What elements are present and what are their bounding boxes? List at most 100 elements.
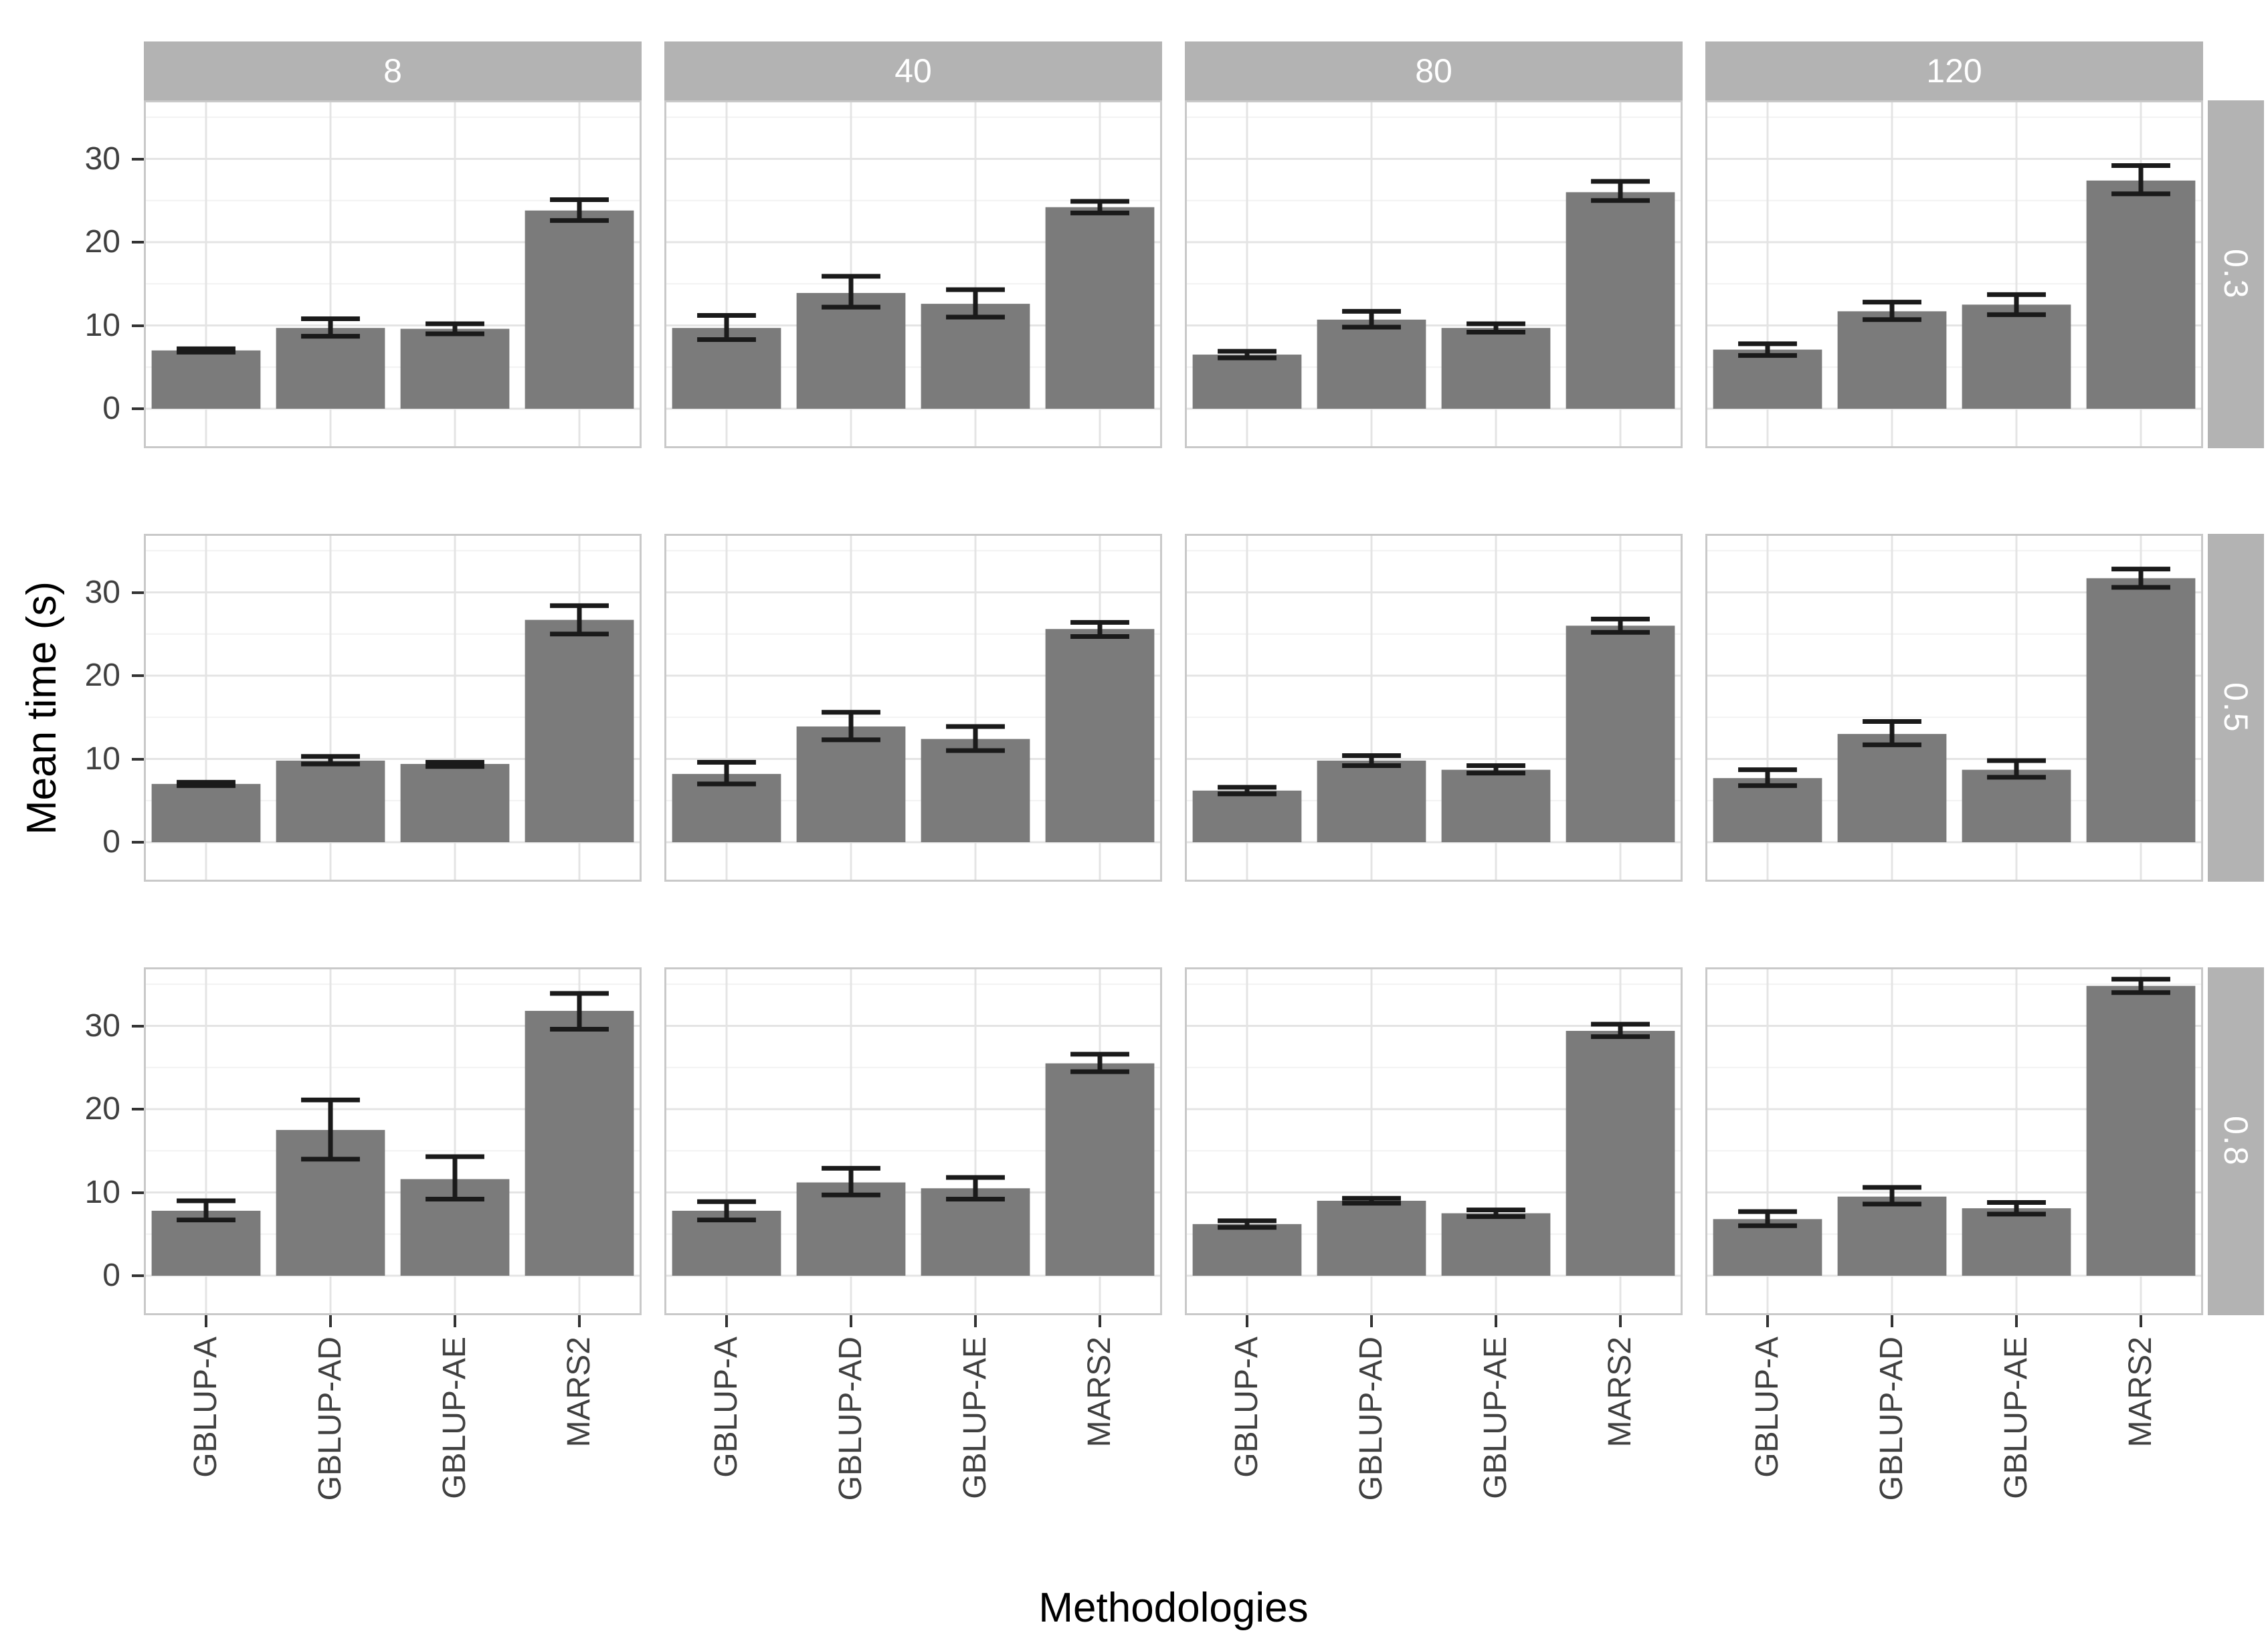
bar-GBLUP-AE (1441, 328, 1551, 409)
bar-MARS2 (1566, 192, 1675, 409)
x-tick-label-GBLUP-A: GBLUP-A (708, 1337, 744, 1478)
x-tick-mark (329, 1315, 332, 1327)
panel-border (664, 100, 1162, 448)
panel-0.5-8 (144, 534, 642, 882)
x-tick-mark (725, 1315, 728, 1327)
bar-GBLUP-A (1192, 790, 1302, 842)
panel-0.8-8 (144, 967, 642, 1315)
x-tick-label-MARS2: MARS2 (561, 1337, 597, 1448)
facet-col-strip-80: 80 (1185, 41, 1683, 100)
x-tick-mark (850, 1315, 852, 1327)
x-tick-label-MARS2: MARS2 (2123, 1337, 2158, 1448)
y-tick-mark (132, 674, 144, 677)
bar-GBLUP-AD (1837, 1196, 1947, 1276)
panel-border (144, 100, 642, 448)
bar-MARS2 (1045, 629, 1155, 842)
x-tick-mark (1495, 1315, 1497, 1327)
x-tick-mark (1099, 1315, 1101, 1327)
x-tick-label-MARS2: MARS2 (1082, 1337, 1117, 1448)
y-tick-label-0: 0 (102, 1258, 120, 1293)
x-tick-mark (1766, 1315, 1769, 1327)
panel-border (1185, 967, 1683, 1315)
x-tick-label-GBLUP-A: GBLUP-A (1750, 1337, 1785, 1478)
bar-MARS2 (1045, 1063, 1155, 1276)
panel-border (664, 967, 1162, 1315)
y-tick-mark (132, 241, 144, 244)
x-tick-label-GBLUP-AE: GBLUP-AE (437, 1337, 472, 1499)
bar-GBLUP-A (1713, 349, 1822, 409)
bar-GBLUP-A (1713, 778, 1822, 842)
y-tick-label-0: 0 (102, 824, 120, 860)
bar-MARS2 (1045, 207, 1155, 409)
y-axis-title-container: Mean time (s) (15, 100, 68, 1315)
panel-0.3-80 (1185, 100, 1683, 448)
y-tick-mark (132, 591, 144, 594)
bar-MARS2 (525, 210, 634, 409)
bar-GBLUP-A (1713, 1219, 1822, 1276)
x-tick-label-MARS2: MARS2 (1602, 1337, 1638, 1448)
bar-MARS2 (2086, 578, 2196, 842)
x-tick-mark (2015, 1315, 2018, 1327)
panel-0.8-120 (1705, 967, 2203, 1315)
panel-0.3-8 (144, 100, 642, 448)
x-tick-mark (454, 1315, 456, 1327)
y-tick-mark (132, 324, 144, 327)
bar-GBLUP-AE (1962, 1208, 2071, 1276)
bar-GBLUP-AD (1837, 311, 1947, 409)
bar-GBLUP-AD (276, 328, 385, 409)
bar-GBLUP-AE (1962, 769, 2071, 842)
x-tick-mark (205, 1315, 207, 1327)
facet-row-strip-label: 0.3 (2217, 249, 2255, 300)
facet-row-strip-0.8: 0.8 (2208, 967, 2264, 1315)
facet-row-strip-label: 0.8 (2217, 1116, 2255, 1167)
panel-border (664, 534, 1162, 882)
bar-MARS2 (2086, 985, 2196, 1276)
x-tick-label-GBLUP-A: GBLUP-A (1229, 1337, 1264, 1478)
x-tick-mark (1891, 1315, 1893, 1327)
y-tick-label-30: 30 (84, 1007, 120, 1044)
bar-GBLUP-AE (1441, 769, 1551, 842)
bar-GBLUP-AD (796, 726, 906, 842)
bar-MARS2 (2086, 180, 2196, 409)
x-tick-mark (578, 1315, 581, 1327)
bar-GBLUP-AD (1317, 760, 1426, 842)
y-tick-mark (132, 1274, 144, 1277)
panel-border (1705, 534, 2203, 882)
y-tick-mark (132, 841, 144, 844)
bar-GBLUP-A (1192, 1224, 1302, 1276)
y-tick-label-0: 0 (102, 391, 120, 426)
bar-GBLUP-AE (400, 328, 510, 409)
facet-row-strip-0.5: 0.5 (2208, 534, 2264, 882)
y-tick-label-10: 10 (84, 1174, 120, 1210)
bar-MARS2 (525, 1011, 634, 1276)
y-tick-label-20: 20 (84, 1091, 120, 1127)
panel-0.3-40 (664, 100, 1162, 448)
panel-0.8-80 (1185, 967, 1683, 1315)
x-axis-title: Methodologies (1038, 1585, 1309, 1631)
panel-0.5-80 (1185, 534, 1683, 882)
bar-GBLUP-AE (400, 763, 510, 842)
x-tick-mark (974, 1315, 977, 1327)
y-tick-mark (132, 157, 144, 161)
x-tick-label-GBLUP-AE: GBLUP-AE (1478, 1337, 1513, 1499)
y-tick-mark (132, 757, 144, 761)
y-tick-label-10: 10 (84, 307, 120, 343)
bar-GBLUP-AD (796, 1182, 906, 1276)
y-tick-mark (132, 1024, 144, 1028)
bar-GBLUP-AE (921, 304, 1030, 409)
panel-border (1705, 967, 2203, 1315)
y-tick-label-20: 20 (84, 658, 120, 693)
x-tick-mark (1619, 1315, 1622, 1327)
panel-border (144, 534, 642, 882)
facet-row-strip-label: 0.5 (2217, 682, 2255, 733)
y-axis-title: Mean time (s) (18, 581, 65, 835)
bar-GBLUP-A (151, 350, 261, 409)
bar-GBLUP-AD (796, 292, 906, 409)
y-tick-label-30: 30 (84, 574, 120, 610)
bar-GBLUP-A (151, 783, 261, 842)
x-tick-label-GBLUP-A: GBLUP-A (188, 1337, 223, 1478)
y-tick-label-30: 30 (84, 140, 120, 177)
x-tick-mark (2140, 1315, 2142, 1327)
panel-border (1185, 100, 1683, 448)
